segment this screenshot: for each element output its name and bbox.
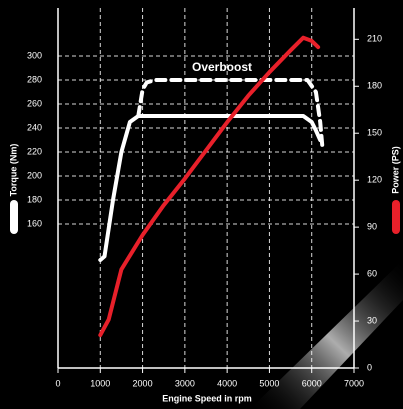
y2-tick-label: 0 [367, 362, 372, 372]
light-streak [250, 260, 403, 409]
x-tick-label: 2000 [133, 378, 153, 388]
x-tick-label: 1000 [90, 378, 110, 388]
y-tick-label: 280 [27, 74, 42, 84]
series-line [136, 78, 325, 148]
y2-tick-label: 60 [367, 268, 377, 278]
x-tick-label: 4000 [217, 378, 237, 388]
x-tick-label: 6000 [302, 378, 322, 388]
y2-tick-label: 90 [367, 222, 377, 232]
x-tick-label: 0 [55, 378, 60, 388]
y-tick-label: 240 [27, 122, 42, 132]
x-tick-label: 5000 [259, 378, 279, 388]
y-tick-label: 200 [27, 170, 42, 180]
series-line [98, 114, 323, 262]
series-line [98, 35, 321, 338]
y2-tick-label: 150 [367, 128, 382, 138]
legend-label: Torque (Nm) [8, 144, 18, 197]
y2-tick-label: 180 [367, 81, 382, 91]
y2-tick-label: 210 [367, 34, 382, 44]
x-tick-label: 7000 [344, 378, 364, 388]
y-tick-label: 180 [27, 194, 42, 204]
x-axis-label: Engine Speed in rpm [162, 393, 252, 403]
legend-swatch [392, 200, 400, 234]
y-tick-label: 220 [27, 146, 42, 156]
y-tick-label: 160 [27, 218, 42, 228]
x-tick-label: 3000 [175, 378, 195, 388]
y2-tick-label: 30 [367, 315, 377, 325]
y-tick-label: 260 [27, 98, 42, 108]
y-tick-label: 300 [27, 50, 42, 60]
legend-label: Power (PS) [390, 146, 400, 194]
annotation: Overboost [192, 60, 252, 74]
y2-tick-label: 120 [367, 175, 382, 185]
legend-swatch [10, 200, 18, 234]
